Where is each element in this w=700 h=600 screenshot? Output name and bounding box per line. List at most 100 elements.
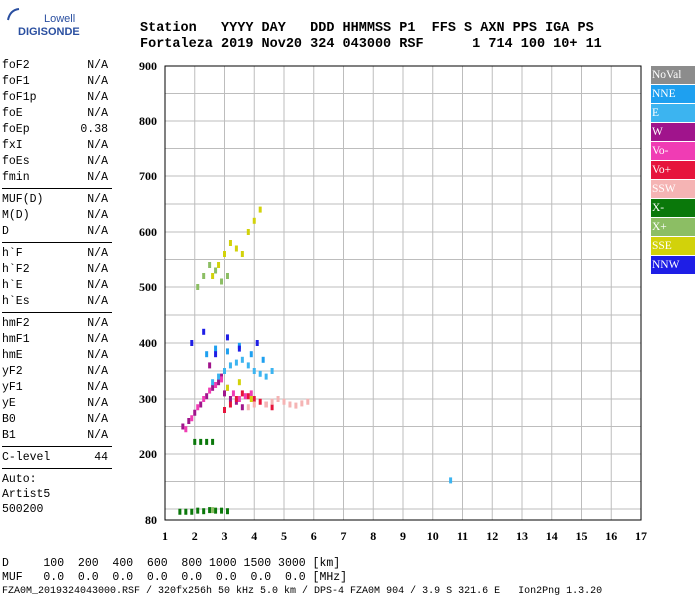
echo-point [237,345,241,352]
echo-point [252,401,256,408]
echo-point [196,507,200,514]
param-label: h`E [2,279,23,292]
echo-point [240,251,244,257]
x-tick-label: 13 [516,529,528,543]
x-tick-label: 14 [546,529,558,543]
x-tick-label: 1 [162,529,168,543]
x-tick-label: 3 [222,529,228,543]
y-tick-label: 400 [139,336,157,350]
param-value: N/A [87,155,108,168]
echo-point [199,438,203,445]
param-label: foF2 [2,59,30,72]
echo-point [202,396,206,402]
echo-point [211,438,215,445]
echo-point [243,393,247,400]
echo-point [181,423,185,430]
sidebar-divider [2,312,112,313]
param-label: yF1 [2,381,23,394]
echo-point [196,404,200,411]
echo-point [249,351,253,358]
param-value: N/A [87,295,108,308]
echo-point [208,262,212,268]
echo-point [225,348,229,355]
echo-point [282,398,286,405]
echo-point [234,359,238,366]
echo-point [178,508,182,515]
echo-point [205,438,209,445]
param-value: N/A [87,59,108,72]
legend-item: Vo- [651,142,695,160]
echo-point [225,334,229,341]
x-tick-label: 2 [192,529,198,543]
param-value: N/A [87,91,108,104]
param-label: yE [2,397,16,410]
auto-label: Auto: [2,473,37,486]
echo-point [234,396,238,402]
echo-point [246,229,250,235]
echo-point [208,387,212,394]
param-label: M(D) [2,209,30,222]
echo-point [255,340,259,346]
x-tick-label: 8 [370,529,376,543]
echo-point [196,284,200,290]
param-row: foF2 N/A [2,58,112,74]
param-value: N/A [87,429,108,442]
param-row: foEs N/A [2,154,112,170]
echo-point [187,418,191,424]
param-row: B0 N/A [2,412,112,428]
echo-point [300,400,304,407]
param-value: N/A [87,397,108,410]
param-label: foF1p [2,91,37,104]
header-values-row: Fortaleza 2019 Nov20 324 043000 RSF 1 71… [140,37,602,52]
echo-point [202,328,206,335]
echo-point [223,251,226,257]
param-label: foEs [2,155,30,168]
param-row: D N/A [2,224,112,240]
sidebar-divider [2,188,112,189]
param-row: yF1 N/A [2,380,112,396]
echo-point [240,356,244,363]
echo-point [237,379,241,386]
echo-point [223,390,226,397]
echo-point [184,508,188,515]
param-label: B0 [2,413,16,426]
echo-point [217,373,221,380]
echo-point [306,398,310,405]
echo-point [199,401,203,408]
param-label: foE [2,107,23,120]
param-value: N/A [87,263,108,276]
param-row: yF2 N/A [2,364,112,380]
echo-point [220,278,224,285]
echo-point [225,384,229,391]
logo-digisonde-text: DIGISONDE [18,26,80,38]
echo-point [294,402,298,409]
param-row: hmF1 N/A [2,332,112,348]
echo-point [228,401,232,408]
x-tick-label: 6 [311,529,317,543]
x-tick-label: 5 [281,529,287,543]
sidebar-group-virtual-heights: h`F N/A h`F2 N/A h`E N/A h`Es N/A [2,246,112,310]
echo-point [276,396,280,402]
y-tick-label: 200 [139,447,157,461]
echo-point [225,273,229,279]
param-row: foEp 0.38 [2,122,112,138]
param-value: N/A [87,171,108,184]
param-value: N/A [87,75,108,88]
x-tick-label: 16 [605,529,617,543]
legend-item: NNE [651,85,695,103]
param-row: yE N/A [2,396,112,412]
echo-point [252,396,256,402]
echo-point [234,245,238,252]
y-tick-label: 500 [139,280,157,294]
echo-point [258,398,262,405]
echo-point [264,373,268,380]
echo-point [217,262,221,268]
echo-point [211,384,215,391]
echo-point [270,368,274,374]
echo-point [231,390,235,397]
muf-row: MUF 0.0 0.0 0.0 0.0 0.0 0.0 0.0 0.0 [MHz… [2,571,348,584]
echo-point [261,356,265,363]
echo-point [214,345,218,352]
param-value: N/A [87,225,108,238]
echo-point [240,390,244,397]
